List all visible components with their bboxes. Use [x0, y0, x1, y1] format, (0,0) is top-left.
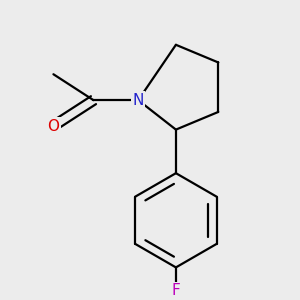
Text: O: O	[47, 118, 59, 134]
Text: N: N	[133, 93, 144, 108]
Text: F: F	[172, 284, 180, 298]
